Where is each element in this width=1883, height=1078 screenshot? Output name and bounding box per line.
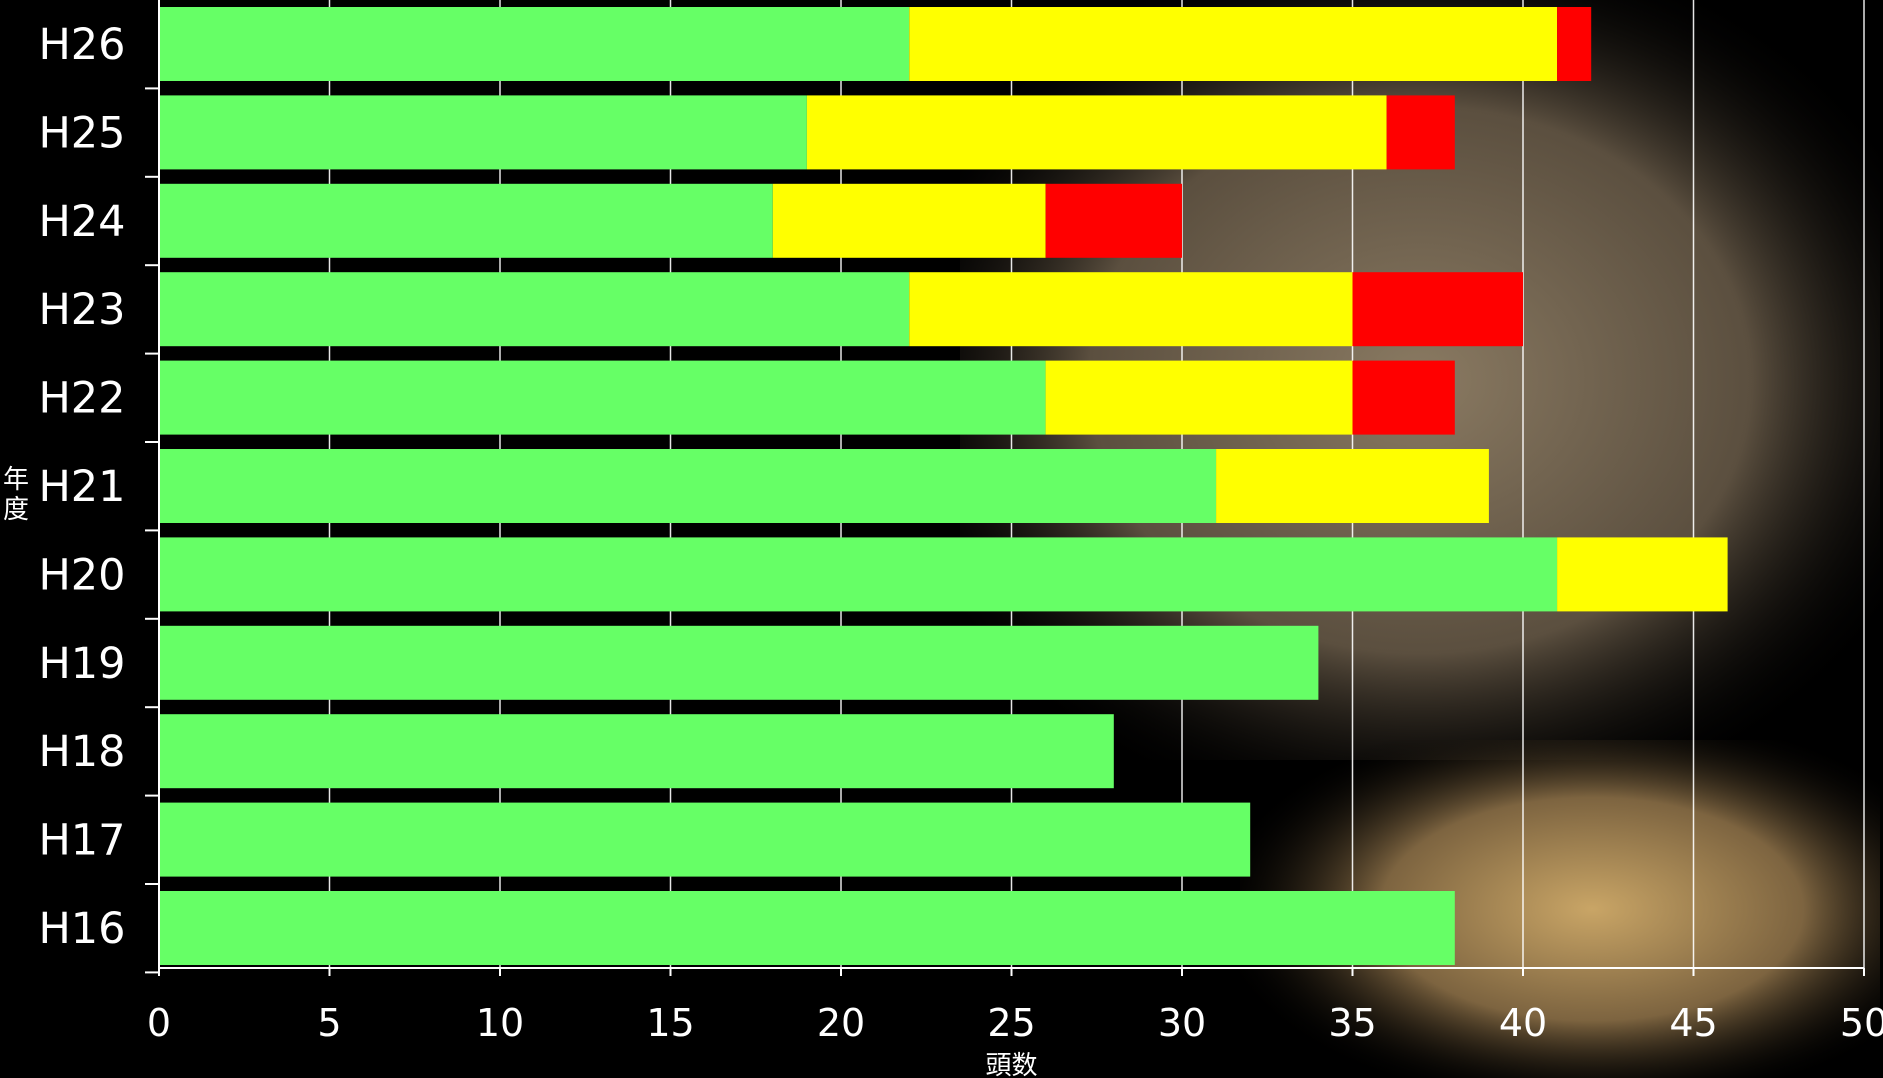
y-category-label-H25: H25 (38, 108, 125, 158)
bars (159, 7, 1728, 965)
x-tick-label-10: 10 (476, 1001, 524, 1045)
y-category-label-H21: H21 (38, 462, 125, 512)
bar-H25-series-1 (159, 95, 807, 170)
bar-H24-series-2 (772, 183, 1046, 258)
y-axis-title-char: 年 (3, 465, 29, 495)
bar-H23-series-3 (1352, 272, 1523, 347)
y-axis-title-char: 度 (3, 495, 29, 525)
bar-H23-series-2 (909, 272, 1353, 347)
y-category-label-H26: H26 (38, 20, 125, 70)
x-tick-label-40: 40 (1499, 1001, 1547, 1045)
bar-H21-series-2 (1216, 449, 1489, 523)
x-tick-label-15: 15 (646, 1001, 694, 1045)
x-tick-label-50: 50 (1840, 1001, 1883, 1045)
bar-H24-series-1 (159, 183, 773, 258)
x-tick-label-45: 45 (1669, 1001, 1717, 1045)
y-axis-title: 年度 (3, 465, 29, 525)
bar-H22-series-1 (159, 360, 1046, 435)
bar-H22-series-3 (1352, 360, 1455, 435)
bar-H26-series-3 (1557, 7, 1592, 81)
bar-H16-series-1 (159, 891, 1455, 965)
y-category-label-H17: H17 (38, 816, 125, 866)
x-axis-title: 頭数 (985, 1051, 1037, 1078)
x-tick-label-20: 20 (817, 1001, 865, 1045)
bar-H21-series-1 (159, 449, 1217, 523)
bar-H24-series-3 (1045, 183, 1182, 258)
y-category-label-H16: H16 (38, 904, 125, 954)
labels: 0 5 10 15 20 25 30 35 40 45 50 H26 H25 H24 H23 H22 H21 H2… (3, 20, 1883, 1078)
y-category-label-H23: H23 (38, 285, 125, 335)
y-category-label-H20: H20 (38, 550, 125, 600)
x-tick-label-0: 0 (147, 1001, 171, 1045)
bar-H20-series-1 (159, 537, 1558, 612)
bar-H20-series-2 (1557, 537, 1728, 612)
x-tick-label-30: 30 (1158, 1001, 1206, 1045)
x-tick-label-35: 35 (1328, 1001, 1376, 1045)
bar-H26-series-2 (909, 7, 1558, 81)
bar-H18-series-1 (159, 714, 1114, 789)
bar-H26-series-1 (159, 7, 910, 81)
x-tick-label-5: 5 (317, 1001, 341, 1045)
bar-H25-series-2 (806, 95, 1387, 170)
axes (145, 0, 1865, 976)
bar-H22-series-2 (1045, 360, 1353, 435)
bar-H17-series-1 (159, 802, 1251, 877)
y-category-label-H18: H18 (38, 727, 125, 777)
x-tick-label-25: 25 (987, 1001, 1035, 1045)
bar-H23-series-1 (159, 272, 910, 347)
y-category-label-H24: H24 (38, 197, 125, 247)
y-category-label-H22: H22 (38, 374, 125, 424)
bar-H25-series-3 (1386, 95, 1455, 170)
y-category-label-H19: H19 (38, 639, 125, 689)
bar-H19-series-1 (159, 625, 1319, 700)
